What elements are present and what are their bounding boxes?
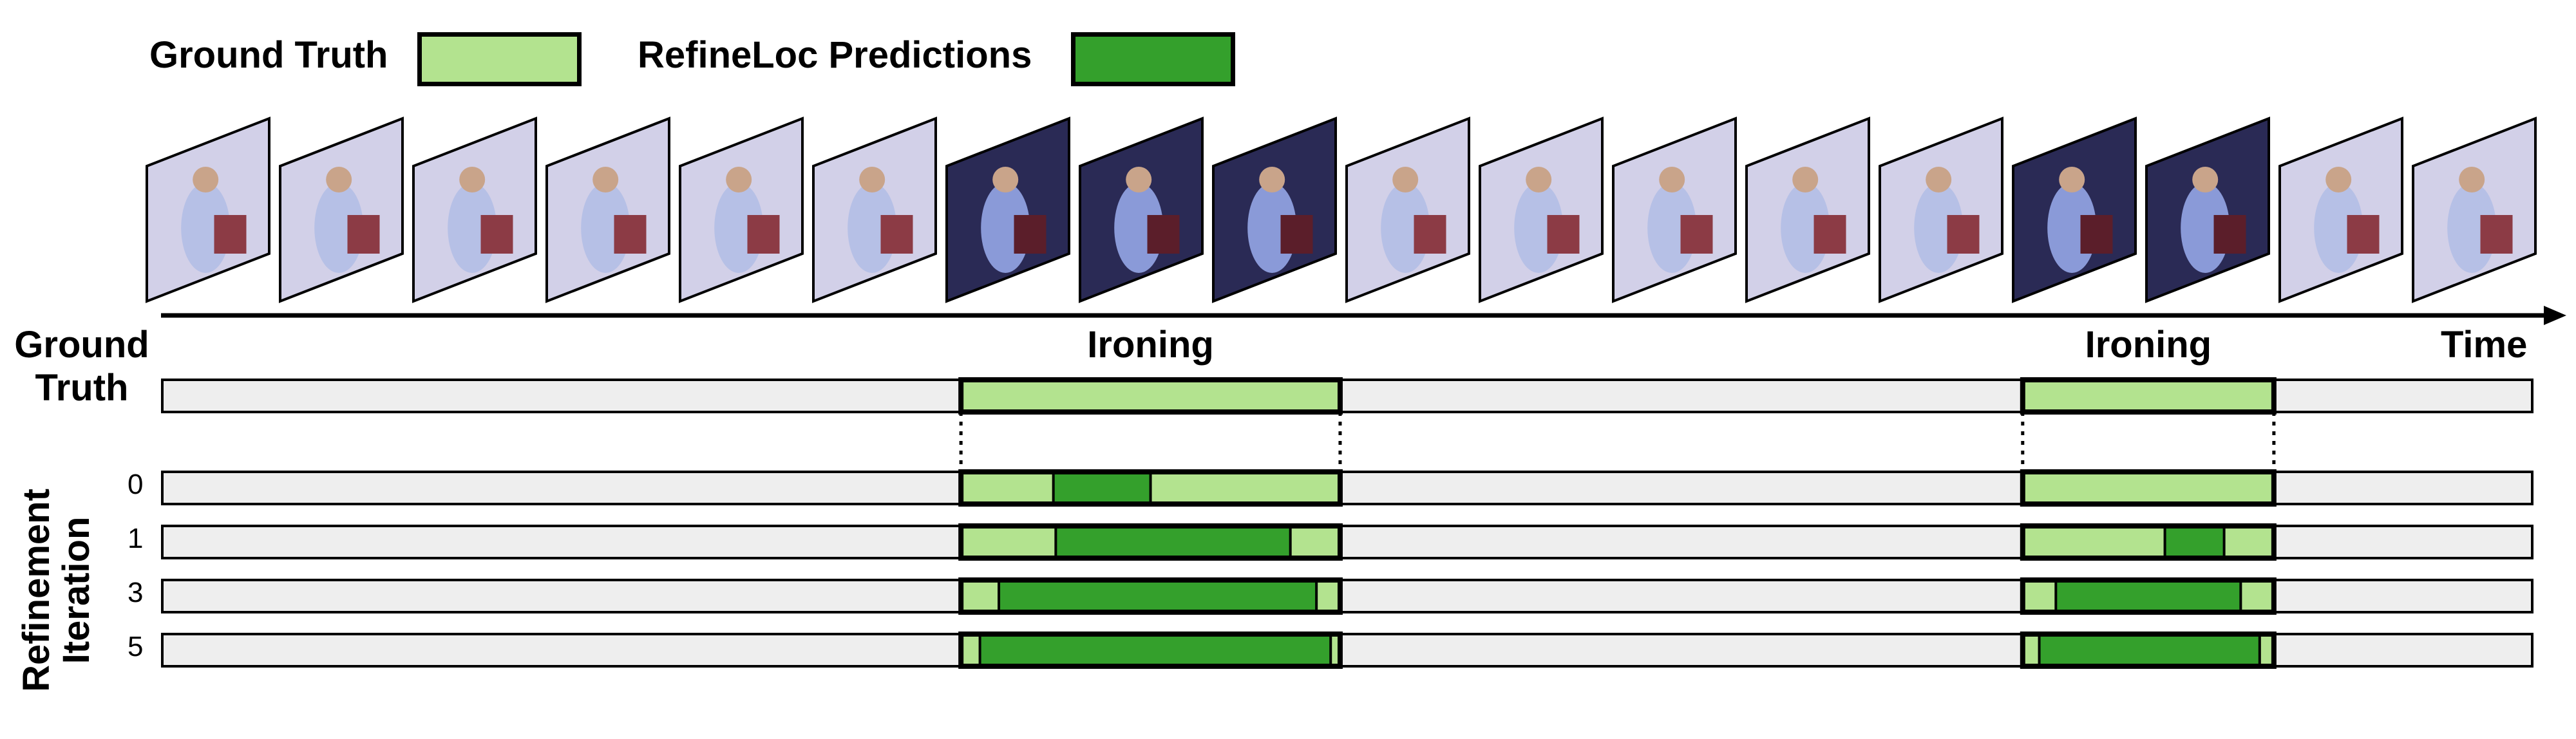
iteration-row-0-gt-outline bbox=[2020, 469, 2277, 507]
ground-truth-row-gt-outline bbox=[2020, 377, 2277, 415]
ground-truth-row-gt-segment bbox=[2021, 379, 2275, 413]
iteration-row-5-gt-outline bbox=[2020, 631, 2277, 669]
iteration-row-0-prediction bbox=[1052, 471, 1152, 505]
video-frame bbox=[2012, 117, 2137, 303]
iteration-row-5-prediction bbox=[978, 633, 1332, 668]
video-frame bbox=[2145, 117, 2270, 303]
time-axis-arrowhead bbox=[2544, 306, 2566, 325]
iteration-row-1-prediction bbox=[2163, 525, 2226, 559]
video-frame bbox=[1345, 117, 1470, 303]
iteration-row-3-prediction bbox=[2054, 579, 2242, 613]
video-frame bbox=[2412, 117, 2537, 303]
iteration-row-3-gt-outline bbox=[958, 577, 1343, 615]
iteration-row-1-gt-segment bbox=[2021, 525, 2275, 559]
video-frame bbox=[146, 117, 270, 303]
video-frame bbox=[945, 117, 1070, 303]
iteration-row-0-gt-outline bbox=[958, 469, 1343, 507]
video-frame bbox=[1479, 117, 1604, 303]
legend-ground-truth-label: Ground Truth bbox=[149, 34, 388, 76]
legend-ground-truth-swatch bbox=[417, 32, 582, 86]
video-frame bbox=[412, 117, 537, 303]
video-frame bbox=[545, 117, 670, 303]
iteration-label-5: 5 bbox=[128, 631, 144, 662]
video-frame bbox=[679, 117, 804, 303]
iteration-row-1-gt-outline bbox=[2020, 523, 2277, 561]
iteration-row-0-gt-segment bbox=[2021, 471, 2275, 505]
ground-truth-row-gt-outline bbox=[958, 377, 1343, 415]
time-axis-label: Time bbox=[2441, 324, 2528, 366]
video-frame bbox=[279, 117, 404, 303]
video-frame bbox=[812, 117, 937, 303]
iteration-row-1-gt-outline bbox=[958, 523, 1343, 561]
iteration-label-3: 3 bbox=[128, 577, 144, 608]
iteration-label-0: 0 bbox=[128, 469, 144, 500]
video-frame bbox=[1879, 117, 2003, 303]
segment-label-ironing-1: Ironing bbox=[1087, 324, 1214, 366]
ground-truth-row-label: Ground Truth bbox=[14, 324, 149, 409]
iteration-row-3-prediction bbox=[998, 579, 1318, 613]
segment-label-ironing-2: Ironing bbox=[2085, 324, 2212, 366]
video-frame bbox=[1745, 117, 1870, 303]
iteration-label-1: 1 bbox=[128, 523, 144, 554]
video-frame bbox=[1212, 117, 1337, 303]
ground-truth-row-gt-segment bbox=[960, 379, 1341, 413]
video-frame bbox=[1612, 117, 1737, 303]
video-frame bbox=[2278, 117, 2403, 303]
legend-predictions-label: RefineLoc Predictions bbox=[638, 34, 1032, 76]
iteration-row-1-prediction bbox=[1054, 525, 1292, 559]
legend-predictions-swatch bbox=[1071, 32, 1235, 86]
iteration-row-5-prediction bbox=[2038, 633, 2261, 668]
iteration-row-3-gt-outline bbox=[2020, 577, 2277, 615]
iteration-row-5-gt-outline bbox=[958, 631, 1343, 669]
video-frame bbox=[1079, 117, 1204, 303]
